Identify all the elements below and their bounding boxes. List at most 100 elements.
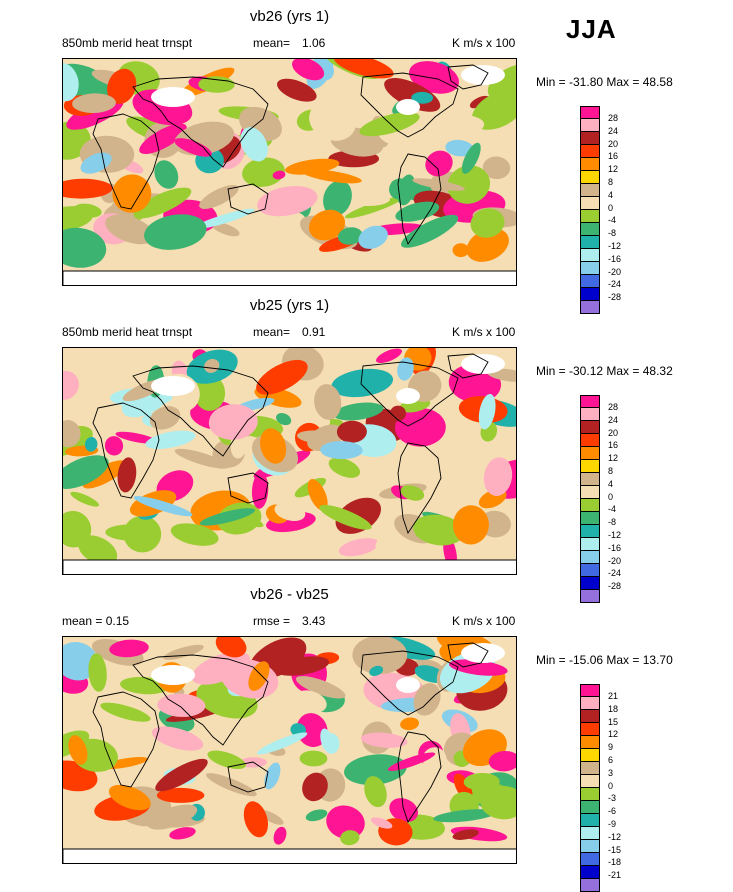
contour-region bbox=[413, 514, 464, 546]
contour-region bbox=[309, 100, 356, 141]
missing-data-patch bbox=[151, 665, 195, 685]
colorbar-label: 28 bbox=[608, 113, 619, 123]
contour-region bbox=[63, 420, 81, 448]
colorbar-label: 18 bbox=[608, 703, 619, 714]
colorbar-label: -12 bbox=[608, 241, 622, 251]
panel-left-label: 850mb merid heat trnspt bbox=[62, 325, 193, 339]
world-map bbox=[62, 58, 517, 286]
contour-region bbox=[174, 138, 212, 157]
colorbar-swatch bbox=[580, 132, 600, 145]
contour-region bbox=[471, 90, 516, 130]
colorbar-label: 15 bbox=[608, 716, 619, 727]
colorbar-swatch bbox=[580, 106, 600, 119]
missing-data-patch bbox=[461, 354, 505, 374]
contour-region bbox=[240, 127, 268, 162]
contour-region bbox=[295, 676, 346, 699]
colorbar-swatch bbox=[580, 408, 600, 421]
continent-outline bbox=[132, 76, 269, 168]
contour-region bbox=[125, 249, 172, 270]
colorbar-label: -28 bbox=[608, 292, 622, 303]
contour-region bbox=[320, 441, 363, 460]
contour-region bbox=[208, 404, 258, 440]
contour-region bbox=[340, 830, 360, 846]
colorbar-swatch bbox=[580, 866, 600, 879]
continent-outline bbox=[447, 353, 489, 379]
map-panel: vb26 - vb25 mean = 0.15 rmse = 3.43 K m/s x … bbox=[0, 586, 733, 892]
contour-region bbox=[70, 491, 100, 507]
panel-left-label: mean = 0.15 bbox=[62, 614, 130, 628]
colorbar-label: -6 bbox=[608, 806, 617, 817]
colorbar-swatch bbox=[580, 684, 600, 697]
panel-left-label: 850mb merid heat trnspt bbox=[62, 36, 193, 50]
missing-data-patch bbox=[461, 643, 505, 663]
continent-outline bbox=[227, 183, 269, 215]
contour-region bbox=[63, 63, 79, 102]
contour-region bbox=[273, 826, 287, 845]
colorbar-swatch bbox=[580, 879, 600, 892]
contour-region bbox=[260, 428, 287, 464]
colorbar-swatch bbox=[580, 775, 600, 788]
colorbar-swatch bbox=[580, 499, 600, 512]
panel-stat-label: mean= bbox=[253, 325, 291, 339]
contour-region bbox=[308, 209, 346, 241]
colorbar-label: -8 bbox=[608, 228, 617, 239]
contour-region bbox=[447, 165, 491, 204]
colorbar-label: 4 bbox=[608, 189, 614, 200]
colorbar-swatch bbox=[580, 814, 600, 827]
contour-region bbox=[364, 776, 387, 808]
contour-region bbox=[264, 762, 281, 790]
contour-region bbox=[370, 817, 393, 829]
contour-region bbox=[482, 156, 511, 180]
colorbar-swatch bbox=[580, 395, 600, 408]
colorbar-swatch bbox=[580, 801, 600, 814]
contour-region bbox=[107, 68, 137, 105]
world-map bbox=[62, 636, 517, 864]
panel-title: vb26 (yrs 1) bbox=[249, 8, 330, 25]
contour-region bbox=[345, 196, 403, 219]
contour-region bbox=[243, 801, 268, 838]
contour-region bbox=[63, 455, 109, 489]
missing-data-patch bbox=[461, 65, 505, 85]
contour-region bbox=[133, 187, 192, 219]
contour-region bbox=[389, 178, 412, 200]
contour-region bbox=[294, 690, 327, 713]
contour-region bbox=[333, 59, 394, 79]
colorbar-label: 20 bbox=[608, 138, 619, 149]
panel-stat-value: 1.06 bbox=[302, 36, 326, 50]
contour-region bbox=[194, 375, 226, 411]
contour-region bbox=[297, 430, 343, 444]
contour-region bbox=[488, 750, 516, 772]
contour-region bbox=[211, 222, 240, 237]
contour-region bbox=[194, 208, 255, 230]
contour-region bbox=[105, 524, 156, 541]
contour-region bbox=[63, 370, 79, 400]
contour-region bbox=[338, 538, 380, 557]
colorbar-label: 8 bbox=[608, 466, 614, 476]
colorbar-label: 0 bbox=[608, 780, 614, 791]
continent-outline bbox=[92, 691, 160, 788]
colorbar-swatch bbox=[580, 421, 600, 434]
continent-outline bbox=[447, 642, 489, 668]
colorbar-label: -4 bbox=[608, 215, 617, 226]
contour-region bbox=[112, 174, 152, 213]
contour-region bbox=[478, 393, 496, 430]
colorbar-label: 12 bbox=[608, 453, 619, 464]
world-map bbox=[62, 347, 517, 575]
continent-outline bbox=[397, 731, 442, 824]
contour-region bbox=[307, 479, 328, 511]
missing-data-patch bbox=[396, 388, 420, 404]
colorbar-swatch bbox=[580, 171, 600, 184]
contour-region bbox=[320, 728, 334, 753]
contour-region bbox=[147, 804, 198, 830]
colorbar-swatch bbox=[580, 853, 600, 866]
missing-data-patch bbox=[151, 376, 195, 396]
contour-region bbox=[480, 785, 516, 820]
contour-region bbox=[463, 772, 500, 791]
contour-region bbox=[358, 225, 388, 249]
colorbar-swatch bbox=[580, 275, 600, 288]
contour-region bbox=[433, 809, 497, 823]
colorbar: 28 24 20 16 12 8 4 0 -4 -8 -12 -16 -20 -24 -28 bbox=[580, 106, 621, 314]
colorbar-swatch bbox=[580, 723, 600, 736]
colorbar-label: -8 bbox=[608, 517, 617, 528]
colorbar-label: 9 bbox=[608, 742, 614, 753]
